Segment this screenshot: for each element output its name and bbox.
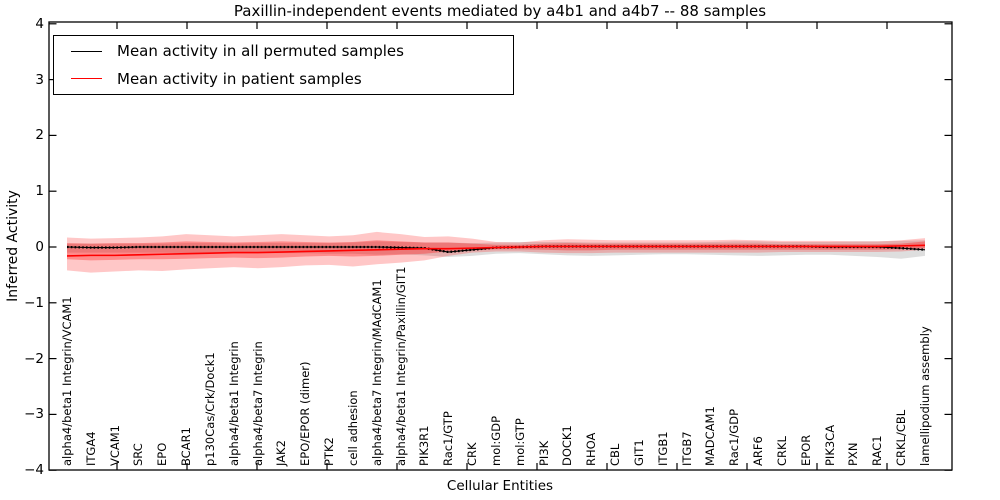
x-tick-label: MADCAM1 — [703, 406, 718, 466]
chart-title: Paxillin-independent events mediated by … — [233, 2, 767, 20]
x-tick-label: ITGB1 — [655, 431, 670, 466]
legend-label: Mean activity in patient samples — [117, 69, 362, 88]
legend-item-permuted: Mean activity in all permuted samples — [71, 39, 513, 63]
x-tick-label: CRK — [465, 442, 480, 466]
x-tick-label: ITGB7 — [679, 431, 694, 466]
x-tick-label: CRKL — [774, 436, 789, 466]
y-tick-label: −2 — [24, 350, 44, 367]
y-tick-label: 0 — [35, 239, 44, 255]
y-tick-label: 2 — [35, 127, 44, 144]
x-tick-label: SRC — [131, 443, 146, 466]
x-tick-label: PIK3CA — [822, 424, 837, 466]
x-tick-label: EPO/EPOR (dimer) — [298, 361, 313, 467]
y-tick-label: −3 — [24, 406, 44, 423]
patient-samples-range-outer-band — [67, 231, 925, 273]
x-tick-label: alpha4/beta1 Integrin/Paxillin/GIT1 — [393, 266, 408, 466]
legend-label: Mean activity in all permuted samples — [117, 42, 404, 61]
patient-samples-range-inner-band — [67, 240, 925, 261]
x-tick-label: lamellipodium assembly — [917, 326, 932, 466]
legend: Mean activity in all permuted samples Me… — [53, 35, 514, 95]
axes-frame — [48, 21, 953, 471]
x-tick-label: alpha4/beta7 Integrin — [250, 341, 265, 466]
x-tick-label: mol:GDP — [488, 415, 503, 466]
x-tick-label: RHOA — [584, 432, 599, 466]
x-tick-label: RAC1 — [870, 435, 885, 466]
legend-item-patient: Mean activity in patient samples — [71, 67, 513, 91]
x-tick-label: ITGA4 — [83, 431, 98, 466]
x-tick-label: BCAR1 — [179, 427, 194, 466]
permuted-samples-range-band — [67, 240, 925, 259]
patient-line-swatch — [71, 78, 102, 80]
x-tick-label: cell adhesion — [345, 390, 360, 466]
x-tick-label: VCAM1 — [107, 424, 122, 466]
x-tick-label: Rac1/GTP — [441, 411, 456, 466]
x-tick-label: Rac1/GDP — [727, 408, 742, 466]
x-axis-label: Cellular Entities — [446, 478, 554, 494]
x-tick-label: p130Cas/Crk/Dock1 — [202, 352, 217, 466]
x-tick-label: EPO — [155, 442, 170, 466]
x-tick-label: CBL — [608, 443, 623, 466]
x-tick-label: PXN — [846, 442, 861, 466]
x-tick-label: alpha4/beta1 Integrin — [226, 341, 241, 466]
permuted-line-swatch — [71, 50, 102, 52]
x-tick-label: DOCK1 — [560, 425, 575, 466]
y-tick-label: 4 — [35, 15, 44, 32]
y-tick-label: 1 — [35, 183, 44, 200]
x-tick-label: alpha4/beta1 Integrin/VCAM1 — [60, 296, 74, 466]
x-tick-label: alpha4/beta7 Integrin/MAdCAM1 — [369, 279, 384, 466]
patient-mean-line — [66, 244, 926, 257]
y-tick-label: 3 — [35, 71, 44, 88]
x-tick-label: EPOR — [798, 434, 813, 466]
y-tick-label: −4 — [24, 462, 44, 479]
x-tick-label: mol:GTP — [512, 418, 527, 466]
x-tick-label: ARF6 — [751, 436, 766, 466]
x-tick-label: CRKL/CBL — [894, 409, 909, 466]
x-tick-label: PI3K — [536, 440, 551, 466]
y-tick-label: −1 — [24, 294, 44, 311]
x-tick-label: PTK2 — [322, 437, 337, 466]
x-tick-label: GIT1 — [631, 439, 646, 466]
x-tick-label: JAK2 — [274, 440, 289, 466]
x-tick-label: PIK3R1 — [417, 425, 432, 467]
